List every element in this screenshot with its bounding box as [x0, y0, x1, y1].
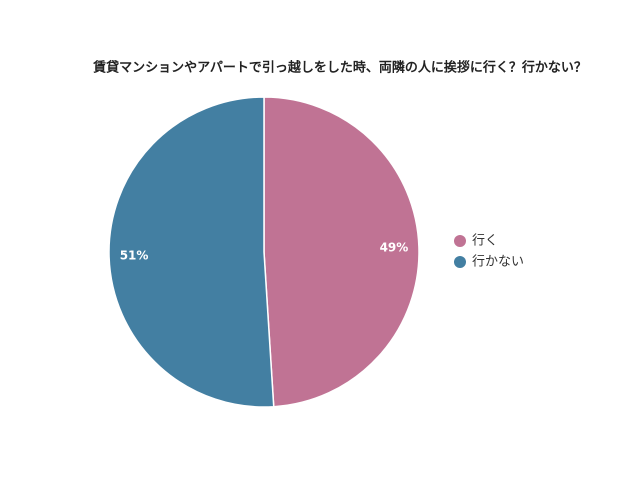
chart-title: 賃貸マンションやアパートで引っ越しをした時、両隣の人に挨拶に行く？行かない？	[92, 60, 587, 76]
data-label: 49%	[380, 240, 409, 254]
data-label: 51%	[120, 249, 149, 263]
pie-slice	[263, 96, 420, 408]
legend-label: 行かない	[472, 255, 524, 270]
legend-marker	[454, 256, 466, 268]
legend-marker	[454, 235, 466, 247]
legend-label: 行く	[472, 234, 498, 249]
pie-slice	[108, 96, 275, 408]
